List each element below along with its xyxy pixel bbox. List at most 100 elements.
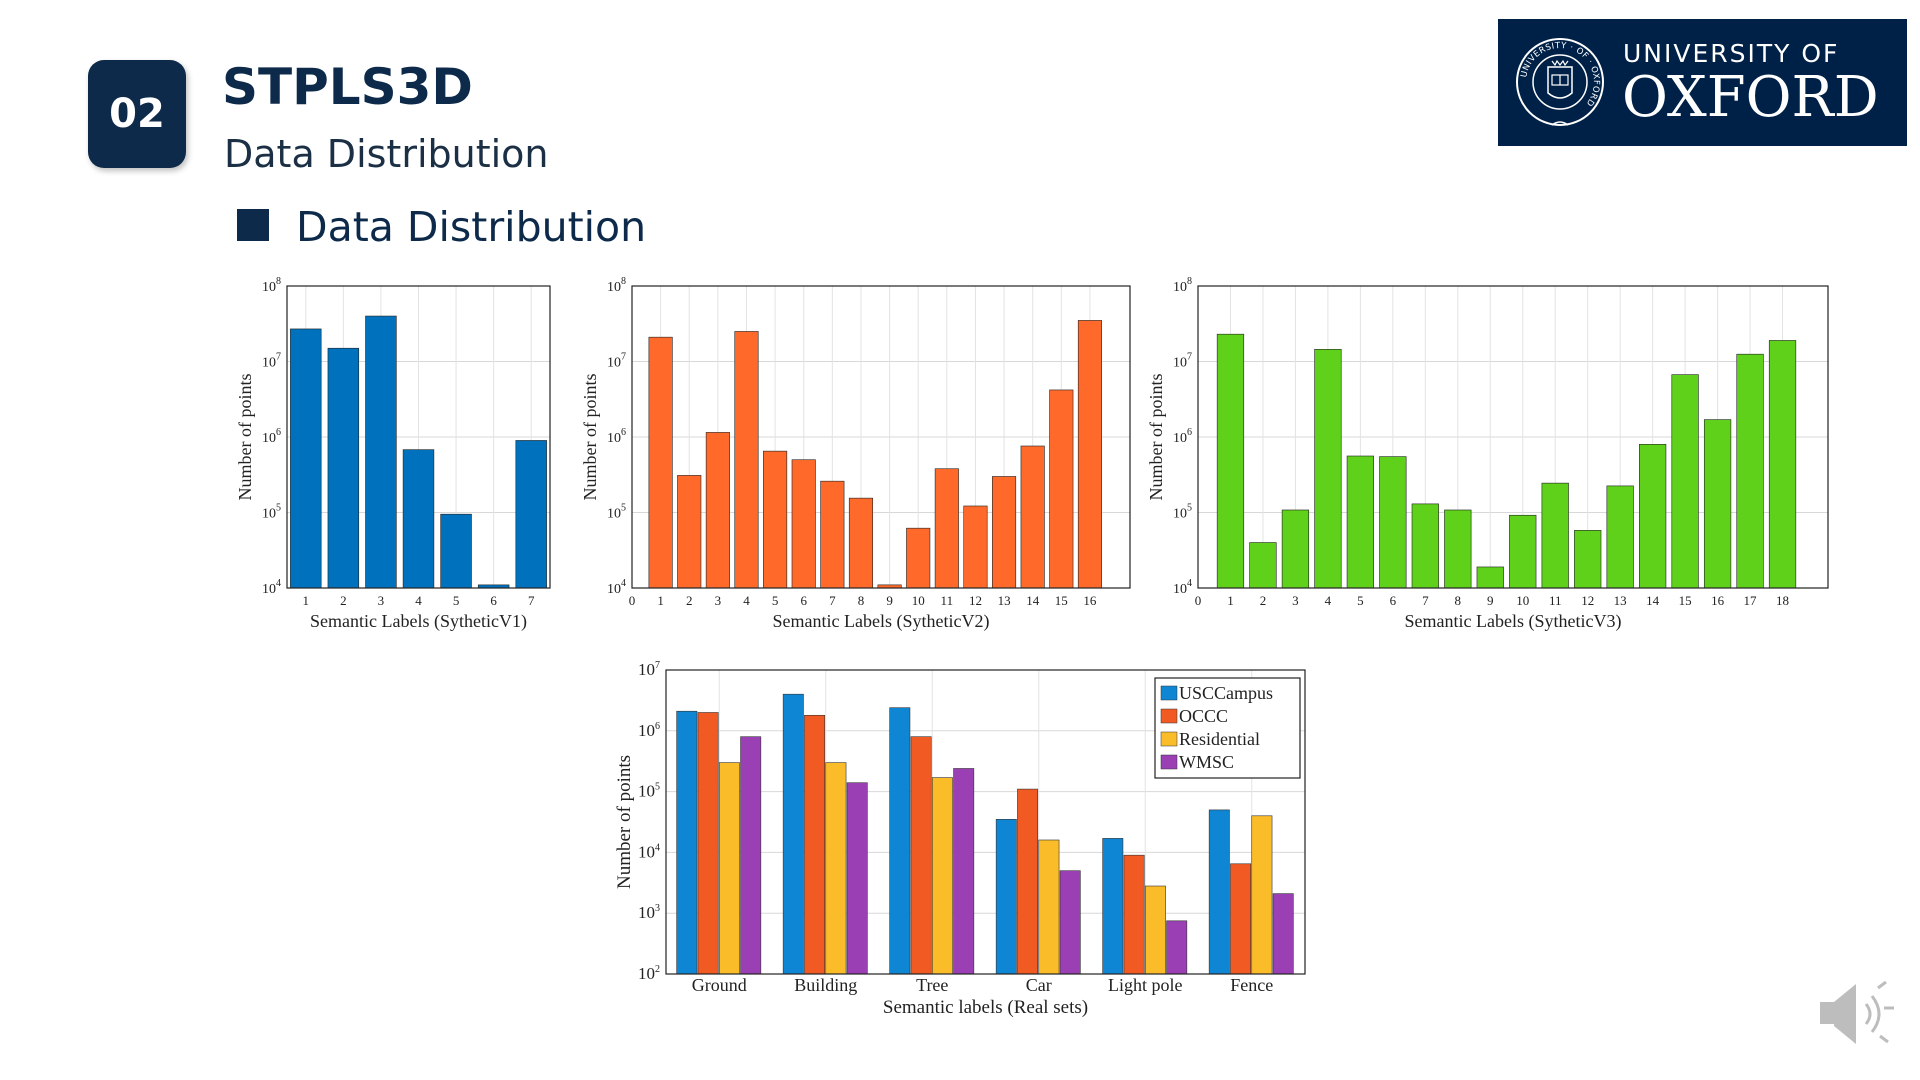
y-tick-label: 104 (1173, 578, 1192, 597)
x-tick-label: 16 (1083, 593, 1097, 608)
bar (648, 336, 673, 589)
y-tick-label: 105 (262, 503, 281, 522)
plot-frame (665, 669, 1306, 975)
x-tick-label: 10 (912, 593, 925, 608)
bar (963, 505, 988, 589)
x-tick-label: 6 (1390, 593, 1397, 608)
x-axis-label: Semantic Labels (SytheticV1) (310, 611, 527, 632)
bar (440, 513, 472, 589)
bar-occc (1123, 854, 1145, 975)
y-tick-label: 106 (638, 721, 660, 740)
legend-label-wmsc: WMSC (1179, 752, 1234, 772)
bullet-square-icon (237, 209, 269, 241)
legend-swatch-wmsc (1160, 754, 1178, 770)
bar-wmsc (1059, 870, 1081, 975)
bar-usccampus (1208, 809, 1230, 975)
bar (1049, 389, 1074, 589)
bar-wmsc (740, 736, 762, 975)
chart-real-sets: 102 103 104 105 106 107 Ground Building Tree Car L… (614, 660, 1306, 1018)
bar (1671, 374, 1699, 589)
x-tick-label: 6 (800, 593, 807, 608)
x-tick-label: 2 (1260, 593, 1267, 608)
bar (705, 432, 730, 589)
x-tick-label: 12 (1581, 593, 1594, 608)
x-tick-label: 5 (772, 593, 779, 608)
bar-wmsc (953, 768, 975, 975)
x-tick-label: 4 (1325, 593, 1332, 608)
bar-occc (1017, 788, 1039, 975)
bar-wmsc (1166, 920, 1188, 975)
plot-frame (286, 285, 551, 589)
y-tick-label: 106 (607, 427, 626, 446)
bar (290, 328, 322, 589)
bar (1639, 444, 1667, 589)
bar-usccampus (1102, 838, 1124, 975)
y-axis-label: Number of points (614, 755, 635, 889)
bar (515, 440, 547, 589)
x-axis-label: Semantic Labels (SytheticV3) (1405, 611, 1622, 632)
y-tick-label: 106 (1173, 427, 1192, 446)
x-axis-label: Semantic Labels (SytheticV2) (773, 611, 990, 632)
x-tick-label: 12 (969, 593, 982, 608)
x-tick-label: 1 (1227, 593, 1234, 608)
bar (1444, 509, 1472, 589)
x-tick-label: 0 (629, 593, 636, 608)
x-tick-label: 9 (1487, 593, 1494, 608)
x-tick-label: 3 (378, 593, 385, 608)
bar-wmsc (1272, 893, 1294, 975)
plot-frame (1197, 285, 1829, 589)
y-tick-label: 108 (607, 276, 626, 295)
x-tick-label: 18 (1776, 593, 1789, 608)
oxford-logo: UNIVERSITY · OF · OXFORD UNIVERSITY OF O… (1498, 19, 1907, 146)
bar-residential (1038, 839, 1060, 975)
x-tick-label: 7 (528, 593, 535, 608)
bar (992, 476, 1017, 589)
bar (1736, 353, 1764, 589)
bar (1768, 340, 1797, 589)
bar-usccampus (889, 707, 911, 975)
bar-wmsc (846, 782, 868, 975)
plot-frame (631, 285, 1131, 589)
oxford-crest-icon: UNIVERSITY · OF · OXFORD (1516, 38, 1604, 126)
x-tick-label: Fence (1230, 975, 1273, 995)
x-tick-label: Car (1026, 975, 1052, 995)
x-tick-label: 8 (1455, 593, 1462, 608)
x-tick-label: 2 (340, 593, 347, 608)
bar (734, 331, 759, 589)
x-tick-label: 15 (1055, 593, 1068, 608)
x-tick-label: 11 (941, 593, 954, 608)
bar-occc (910, 736, 932, 975)
x-tick-label: 10 (1516, 593, 1529, 608)
legend-label-usccampus: USCCampus (1179, 683, 1273, 703)
speaker-icon[interactable] (1818, 978, 1898, 1050)
x-tick-label: 3 (715, 593, 722, 608)
page-subtitle: Data Distribution (224, 132, 549, 176)
y-tick-label: 107 (1173, 352, 1192, 371)
bar-occc (804, 714, 826, 975)
x-tick-label: 8 (858, 593, 865, 608)
bar-residential (718, 762, 740, 975)
bar-usccampus (676, 710, 698, 975)
bar (1411, 503, 1439, 589)
bar (820, 480, 845, 589)
bar (1703, 419, 1732, 589)
x-tick-label: 0 (1195, 593, 1202, 608)
bar-usccampus (782, 693, 804, 975)
x-tick-label: 15 (1679, 593, 1692, 608)
x-tick-label: Building (794, 975, 857, 995)
y-tick-label: 108 (1173, 276, 1192, 295)
y-tick-label: 106 (262, 427, 281, 446)
x-tick-label: 13 (998, 593, 1011, 608)
y-tick-label: 105 (607, 503, 626, 522)
y-tick-label: 104 (638, 842, 660, 861)
y-tick-label: 107 (638, 660, 660, 679)
section-badge: 02 (88, 60, 186, 168)
bar (677, 475, 702, 589)
bar (1574, 530, 1602, 589)
bar (763, 450, 788, 589)
x-tick-label: 5 (453, 593, 460, 608)
bar (1346, 455, 1374, 589)
x-tick-label: 9 (886, 593, 893, 608)
bar (1541, 482, 1569, 589)
